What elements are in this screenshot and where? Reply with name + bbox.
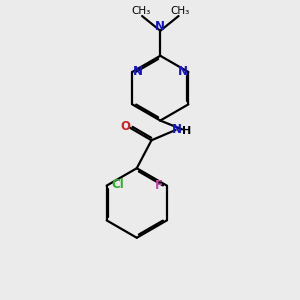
Text: CH₃: CH₃ bbox=[170, 6, 190, 16]
Text: N: N bbox=[172, 123, 182, 136]
Text: N: N bbox=[155, 20, 165, 33]
Text: O: O bbox=[120, 120, 130, 133]
Text: CH₃: CH₃ bbox=[131, 6, 150, 16]
Text: N: N bbox=[133, 65, 142, 79]
Text: F: F bbox=[154, 179, 163, 192]
Text: Cl: Cl bbox=[112, 178, 124, 191]
Text: N: N bbox=[178, 65, 188, 79]
Text: H: H bbox=[182, 126, 191, 136]
